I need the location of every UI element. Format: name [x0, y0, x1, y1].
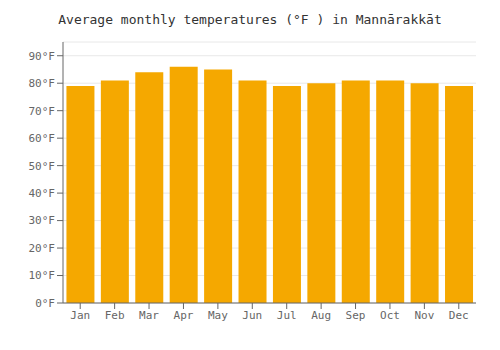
svg-text:30°F: 30°F [29, 214, 56, 227]
svg-text:60°F: 60°F [29, 132, 56, 145]
svg-text:Jul: Jul [277, 309, 297, 322]
svg-text:Dec: Dec [449, 309, 469, 322]
svg-text:Jan: Jan [70, 309, 90, 322]
svg-text:10°F: 10°F [29, 269, 56, 282]
svg-text:Feb: Feb [105, 309, 125, 322]
svg-text:Apr: Apr [174, 309, 194, 322]
svg-text:40°F: 40°F [29, 187, 56, 200]
svg-text:Mar: Mar [139, 309, 159, 322]
svg-text:80°F: 80°F [29, 77, 56, 90]
svg-text:Oct: Oct [380, 309, 400, 322]
svg-text:70°F: 70°F [29, 105, 56, 118]
svg-text:Aug: Aug [311, 309, 331, 322]
html-text:Average monthly temperatures (: Average monthly temperatures (°F ) in Ma… [58, 12, 442, 27]
svg-text:Nov: Nov [414, 309, 434, 322]
svg-text:0°F: 0°F [35, 297, 55, 310]
svg-text:Sep: Sep [346, 309, 366, 322]
svg-text:May: May [208, 309, 228, 322]
svg-text:20°F: 20°F [29, 242, 56, 255]
svg-text:Jun: Jun [242, 309, 262, 322]
svg-text:90°F: 90°F [29, 50, 56, 63]
svg-text:50°F: 50°F [29, 160, 56, 173]
